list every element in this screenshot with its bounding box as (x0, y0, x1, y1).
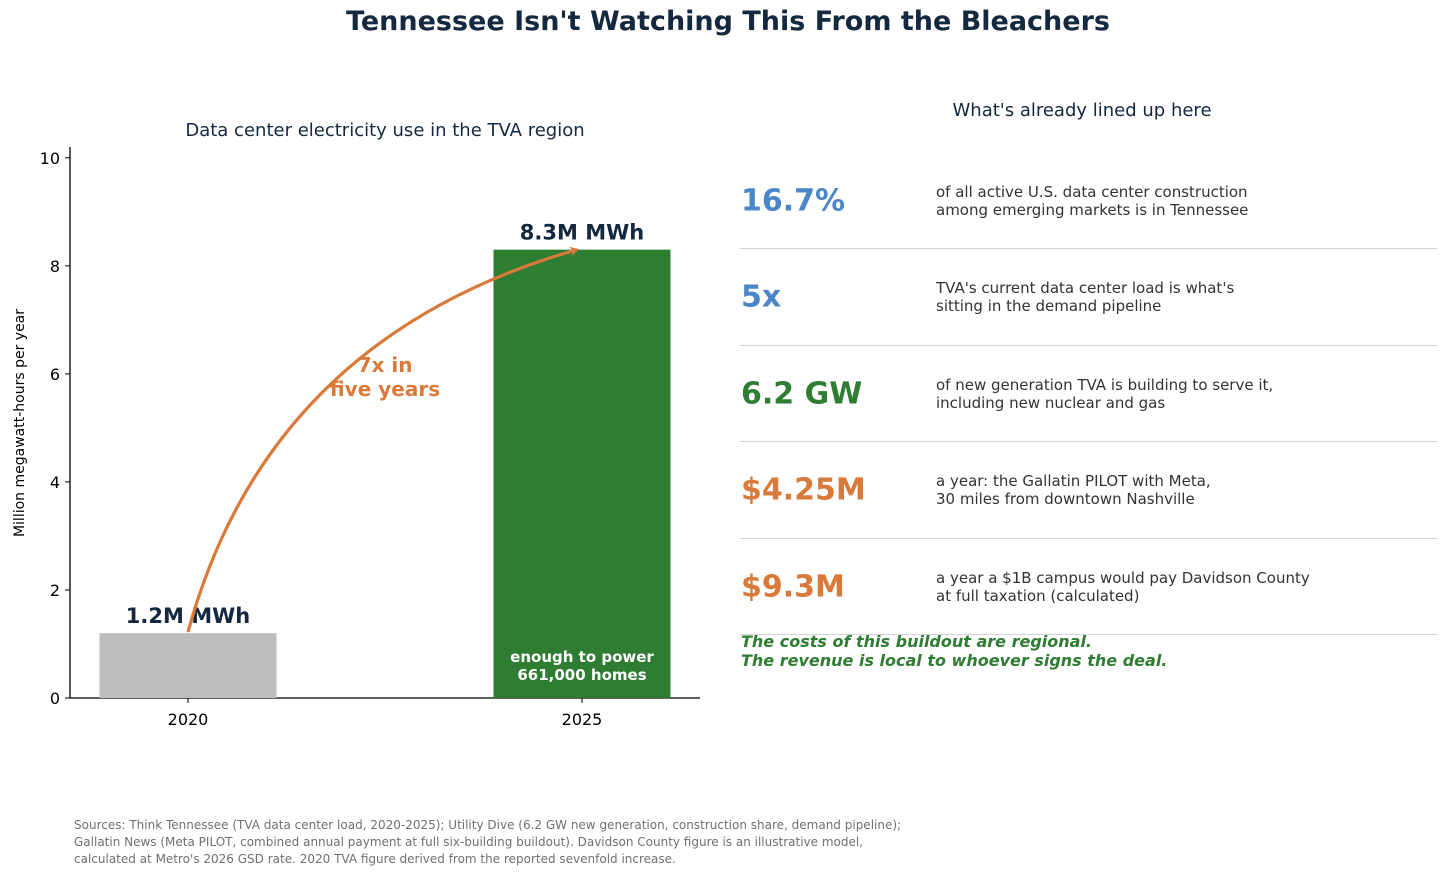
main-title: Tennessee Isn't Watching This From the B… (346, 6, 1110, 37)
y-tick-label: 8 (50, 257, 60, 276)
stat-description: of new generation TVA is building to ser… (936, 375, 1274, 412)
x-tick-label: 2020 (168, 710, 209, 729)
stat-value: 5x (741, 279, 782, 315)
stats-panel-title: What's already lined up here (952, 100, 1212, 121)
y-tick-label: 10 (40, 149, 60, 168)
bar-2020 (99, 633, 277, 698)
y-tick-label: 4 (50, 473, 60, 492)
bar-value-label: 8.3M MWh (520, 221, 644, 245)
stat-description: TVA's current data center load is what's… (936, 279, 1235, 315)
sources-line: Gallatin News (Meta PILOT, combined annu… (74, 835, 863, 849)
chart-title: Data center electricity use in the TVA r… (185, 120, 584, 141)
y-tick-label: 6 (50, 365, 60, 384)
stat-value: $9.3M (741, 569, 845, 604)
sources-note: Sources: Think Tennessee (TVA data cente… (74, 817, 901, 868)
stat-value: 16.7% (741, 183, 846, 218)
tagline-line: The revenue is local to whoever signs th… (741, 651, 1168, 670)
growth-annotation: 7x in (358, 353, 413, 377)
bar-chart: Data center electricity use in the TVA r… (12, 120, 700, 729)
tagline-line: The costs of this buildout are regional. (741, 632, 1093, 651)
stat-description: of all active U.S. data center construct… (936, 182, 1249, 219)
growth-arrow (186, 246, 579, 633)
sources-line: calculated at Metro's 2026 GSD rate. 202… (74, 852, 676, 866)
stat-row: $4.25M a year: the Gallatin PILOT with Me… (740, 443, 1437, 539)
y-tick-label: 2 (50, 581, 60, 600)
bar-value-label: 1.2M MWh (126, 604, 250, 628)
y-axis-label: Million megawatt-hours per year (12, 309, 28, 537)
stat-value: $4.25M (741, 472, 866, 508)
stat-value: 6.2 GW (741, 376, 863, 411)
stat-row: 5x TVA's current data center load is what… (740, 250, 1437, 346)
bar-2025 (493, 249, 671, 698)
stat-row: 16.7% of all active U.S. data center cons… (740, 153, 1437, 249)
tagline: The costs of this buildout are regional.… (741, 632, 1167, 670)
stat-description: a year a $1B campus would pay Davidson C… (936, 568, 1310, 605)
growth-annotation: five years (330, 377, 440, 401)
stat-description: a year: the Gallatin PILOT with Meta, 30… (936, 472, 1211, 508)
stat-row: 6.2 GW of new generation TVA is building … (740, 346, 1437, 442)
homes-annotation: enough to power (510, 648, 654, 666)
homes-annotation: 661,000 homes (517, 666, 646, 684)
sources-line: Sources: Think Tennessee (TVA data cente… (74, 818, 902, 832)
y-tick-label: 0 (50, 689, 60, 708)
x-tick-label: 2025 (562, 710, 603, 729)
stat-row: $9.3M a year a $1B campus would pay David… (740, 539, 1437, 635)
